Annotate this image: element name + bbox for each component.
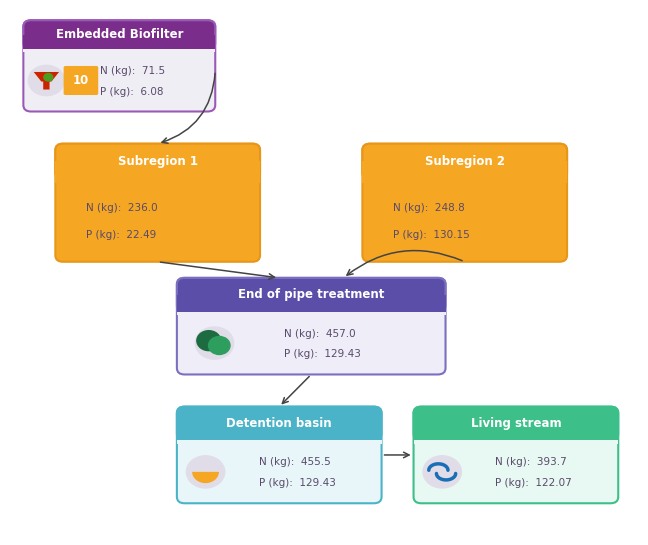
FancyBboxPatch shape bbox=[413, 407, 618, 503]
Bar bbox=[55, 161, 260, 179]
Circle shape bbox=[423, 456, 461, 488]
FancyBboxPatch shape bbox=[362, 144, 567, 262]
Bar bbox=[177, 440, 382, 444]
Bar bbox=[23, 50, 215, 52]
Text: N (kg):  393.7: N (kg): 393.7 bbox=[496, 457, 567, 468]
Bar bbox=[413, 440, 618, 444]
Text: N (kg):  248.8: N (kg): 248.8 bbox=[393, 203, 465, 213]
Text: P (kg):  129.43: P (kg): 129.43 bbox=[284, 349, 361, 359]
Text: P (kg):  129.43: P (kg): 129.43 bbox=[259, 478, 336, 488]
Polygon shape bbox=[34, 72, 59, 89]
Bar bbox=[362, 179, 567, 183]
Text: N (kg):  71.5: N (kg): 71.5 bbox=[100, 66, 165, 76]
Text: 10: 10 bbox=[73, 74, 89, 87]
Bar bbox=[23, 35, 215, 50]
Text: P (kg):  122.07: P (kg): 122.07 bbox=[496, 478, 572, 488]
Circle shape bbox=[44, 74, 52, 81]
Text: Living stream: Living stream bbox=[470, 417, 561, 430]
FancyBboxPatch shape bbox=[413, 407, 618, 440]
Text: P (kg):  6.08: P (kg): 6.08 bbox=[100, 87, 163, 96]
Wedge shape bbox=[192, 472, 219, 483]
FancyBboxPatch shape bbox=[23, 20, 215, 50]
FancyBboxPatch shape bbox=[362, 144, 567, 179]
FancyBboxPatch shape bbox=[177, 278, 446, 374]
Text: N (kg):  236.0: N (kg): 236.0 bbox=[86, 203, 157, 213]
FancyBboxPatch shape bbox=[55, 144, 260, 262]
Text: Subregion 2: Subregion 2 bbox=[424, 155, 505, 168]
Bar bbox=[177, 423, 382, 440]
FancyBboxPatch shape bbox=[177, 278, 446, 312]
Text: End of pipe treatment: End of pipe treatment bbox=[238, 288, 384, 301]
FancyBboxPatch shape bbox=[55, 144, 260, 179]
Text: N (kg):  455.5: N (kg): 455.5 bbox=[259, 457, 330, 468]
Bar bbox=[177, 295, 446, 312]
FancyBboxPatch shape bbox=[23, 20, 215, 112]
Text: P (kg):  130.15: P (kg): 130.15 bbox=[393, 231, 470, 240]
Circle shape bbox=[209, 336, 230, 354]
Circle shape bbox=[197, 331, 220, 350]
FancyBboxPatch shape bbox=[177, 407, 382, 503]
FancyBboxPatch shape bbox=[177, 407, 382, 440]
FancyBboxPatch shape bbox=[64, 66, 98, 95]
Text: N (kg):  457.0: N (kg): 457.0 bbox=[284, 329, 356, 338]
Text: Embedded Biofilter: Embedded Biofilter bbox=[56, 28, 183, 41]
Bar bbox=[55, 179, 260, 183]
Circle shape bbox=[187, 456, 225, 488]
Text: Subregion 1: Subregion 1 bbox=[118, 155, 198, 168]
Bar bbox=[413, 423, 618, 440]
Circle shape bbox=[195, 327, 234, 359]
Bar bbox=[177, 312, 446, 315]
Circle shape bbox=[29, 65, 65, 96]
Text: P (kg):  22.49: P (kg): 22.49 bbox=[86, 231, 156, 240]
Bar bbox=[362, 161, 567, 179]
Text: Detention basin: Detention basin bbox=[226, 417, 332, 430]
